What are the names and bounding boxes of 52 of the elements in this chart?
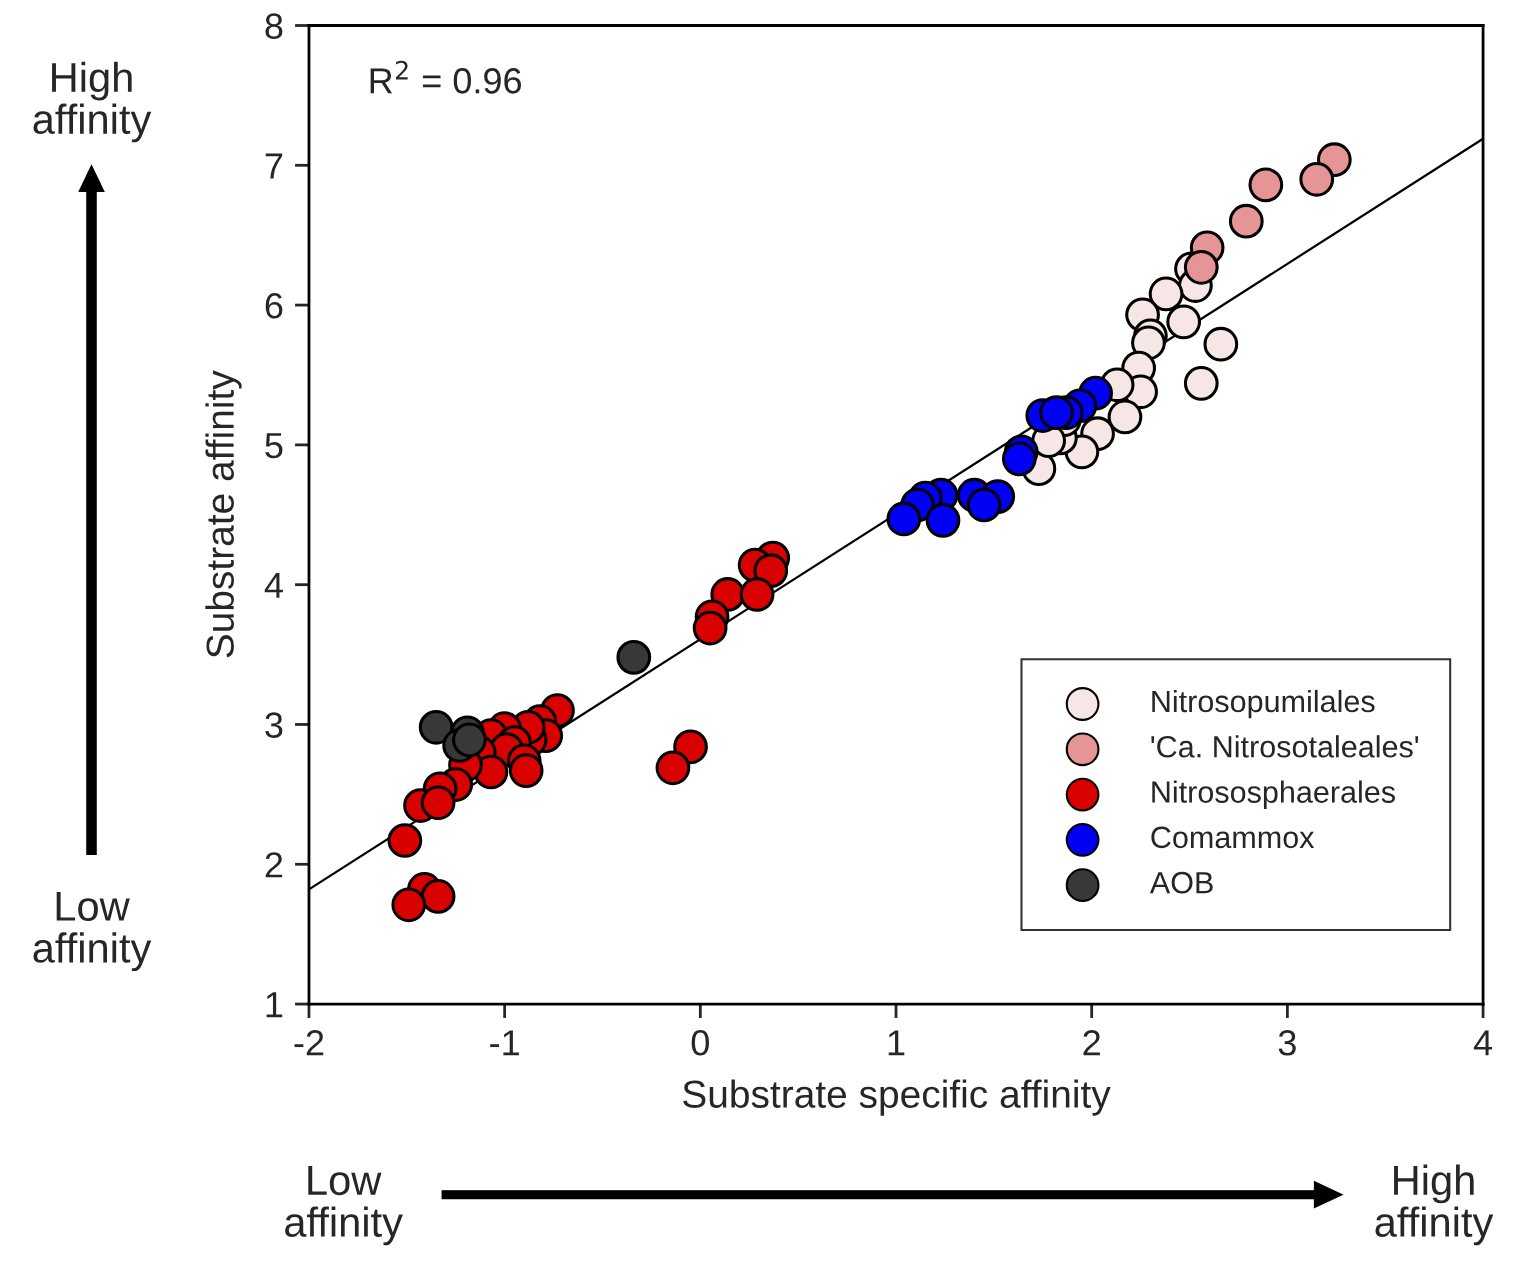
point — [739, 577, 775, 612]
x-tick-label: 0 — [691, 1030, 709, 1056]
point — [886, 501, 922, 537]
point — [387, 823, 423, 858]
point — [616, 640, 652, 675]
y-tick-label: 4 — [264, 572, 283, 598]
point — [1299, 161, 1335, 197]
text: High affinity — [1375, 1164, 1494, 1246]
x-tick-label: 2 — [1083, 1030, 1100, 1056]
point — [418, 709, 454, 745]
point — [420, 879, 456, 914]
x-axis-title: Substrate specific affinity — [683, 1079, 1111, 1116]
y-tick-label: 8 — [265, 13, 283, 39]
point — [655, 750, 691, 786]
y-tick-label: 6 — [265, 292, 283, 319]
legend-label: Comammox — [1151, 826, 1315, 849]
y-tick-label: 2 — [265, 852, 283, 878]
point — [420, 785, 456, 821]
point — [925, 503, 961, 538]
y-tick-label: 5 — [265, 433, 283, 459]
point — [1248, 167, 1284, 203]
point — [1228, 203, 1264, 239]
y-tick-label: 7 — [265, 153, 283, 179]
point — [692, 610, 728, 646]
text: High affinity — [33, 61, 152, 143]
y-tick-label: 3 — [265, 712, 283, 738]
x-tick-label: 1 — [888, 1030, 905, 1056]
point — [391, 887, 427, 923]
legend-label: AOB — [1149, 871, 1213, 894]
y-axis-title: Substrate affinity — [205, 370, 242, 658]
point — [1203, 326, 1239, 362]
point — [966, 487, 1002, 523]
text: Low affinity — [33, 891, 152, 972]
point — [1183, 366, 1219, 401]
point — [673, 729, 708, 765]
text: Low affinity — [285, 1166, 403, 1246]
x-tick-label: -2 — [294, 1030, 324, 1056]
x-tick-label: 4 — [1473, 1030, 1493, 1056]
legend-label: 'Ca. Nitrosotaleales' — [1151, 735, 1419, 758]
point — [1183, 249, 1219, 285]
point — [1166, 304, 1202, 340]
point — [508, 753, 544, 788]
legend-label: Nitrososphaerales — [1152, 780, 1395, 809]
point — [452, 722, 487, 758]
x-tick-label: 3 — [1278, 1030, 1296, 1056]
y-tick-label: 1 — [266, 992, 283, 1018]
x-tick-label: -1 — [490, 1030, 519, 1056]
legend-label: Nitrosopumilales — [1152, 689, 1375, 719]
annotation: R$^{2}$ = 0.96 — [370, 60, 522, 94]
point — [1148, 276, 1184, 312]
point — [1001, 441, 1037, 477]
point — [1107, 399, 1143, 435]
